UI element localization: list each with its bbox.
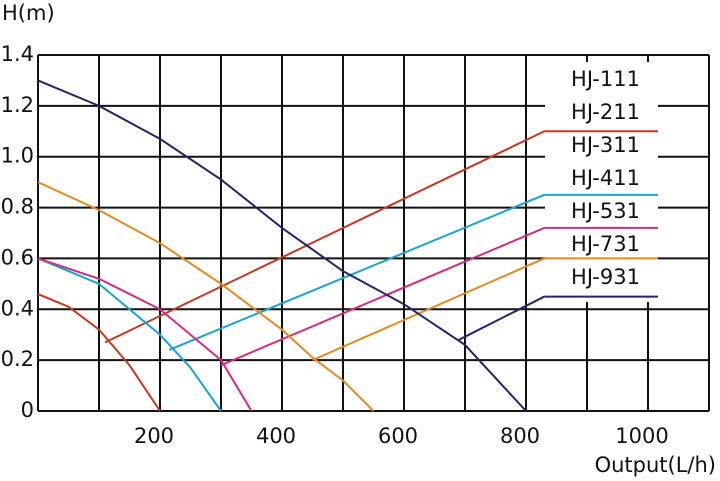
pump-curve [37, 257, 253, 412]
pump-curve [37, 79, 527, 412]
leader-line [220, 226, 545, 367]
y-axis-title: H(m) [2, 1, 55, 25]
y-tick-label: 0.6 [1, 245, 34, 269]
leader-line [104, 130, 545, 344]
x-tick-label: 600 [378, 424, 418, 448]
legend-label: HJ-311 [571, 133, 640, 157]
leader-line [168, 193, 545, 351]
x-tick-label: 200 [134, 424, 174, 448]
y-tick-label: 1.2 [1, 93, 34, 117]
x-tick-label: 400 [256, 424, 296, 448]
legend-label: HJ-111 [571, 67, 640, 91]
y-tick-label: 1.0 [1, 144, 34, 168]
pump-curve [37, 181, 375, 412]
legend-label: HJ-411 [571, 166, 640, 190]
x-tick-label: 1000 [615, 424, 668, 448]
legend-label: HJ-211 [571, 100, 640, 124]
y-tick-label: 0.2 [1, 347, 34, 371]
pump-curve [37, 293, 161, 412]
pump-curve [37, 257, 222, 412]
leader-line [312, 257, 545, 362]
legend-label: HJ-531 [571, 199, 640, 223]
leader-line [458, 295, 545, 341]
x-tick-label: 800 [500, 424, 540, 448]
y-tick-label: 0.8 [1, 195, 34, 219]
y-tick-label: 1.4 [1, 42, 34, 66]
y-tick-label: 0 [21, 398, 34, 422]
legend-label: HJ-931 [571, 265, 640, 289]
y-tick-label: 0.4 [1, 296, 34, 320]
legend-box [545, 62, 658, 302]
x-axis-title: Output(L/h) [595, 453, 716, 477]
legend-label: HJ-731 [571, 232, 640, 256]
